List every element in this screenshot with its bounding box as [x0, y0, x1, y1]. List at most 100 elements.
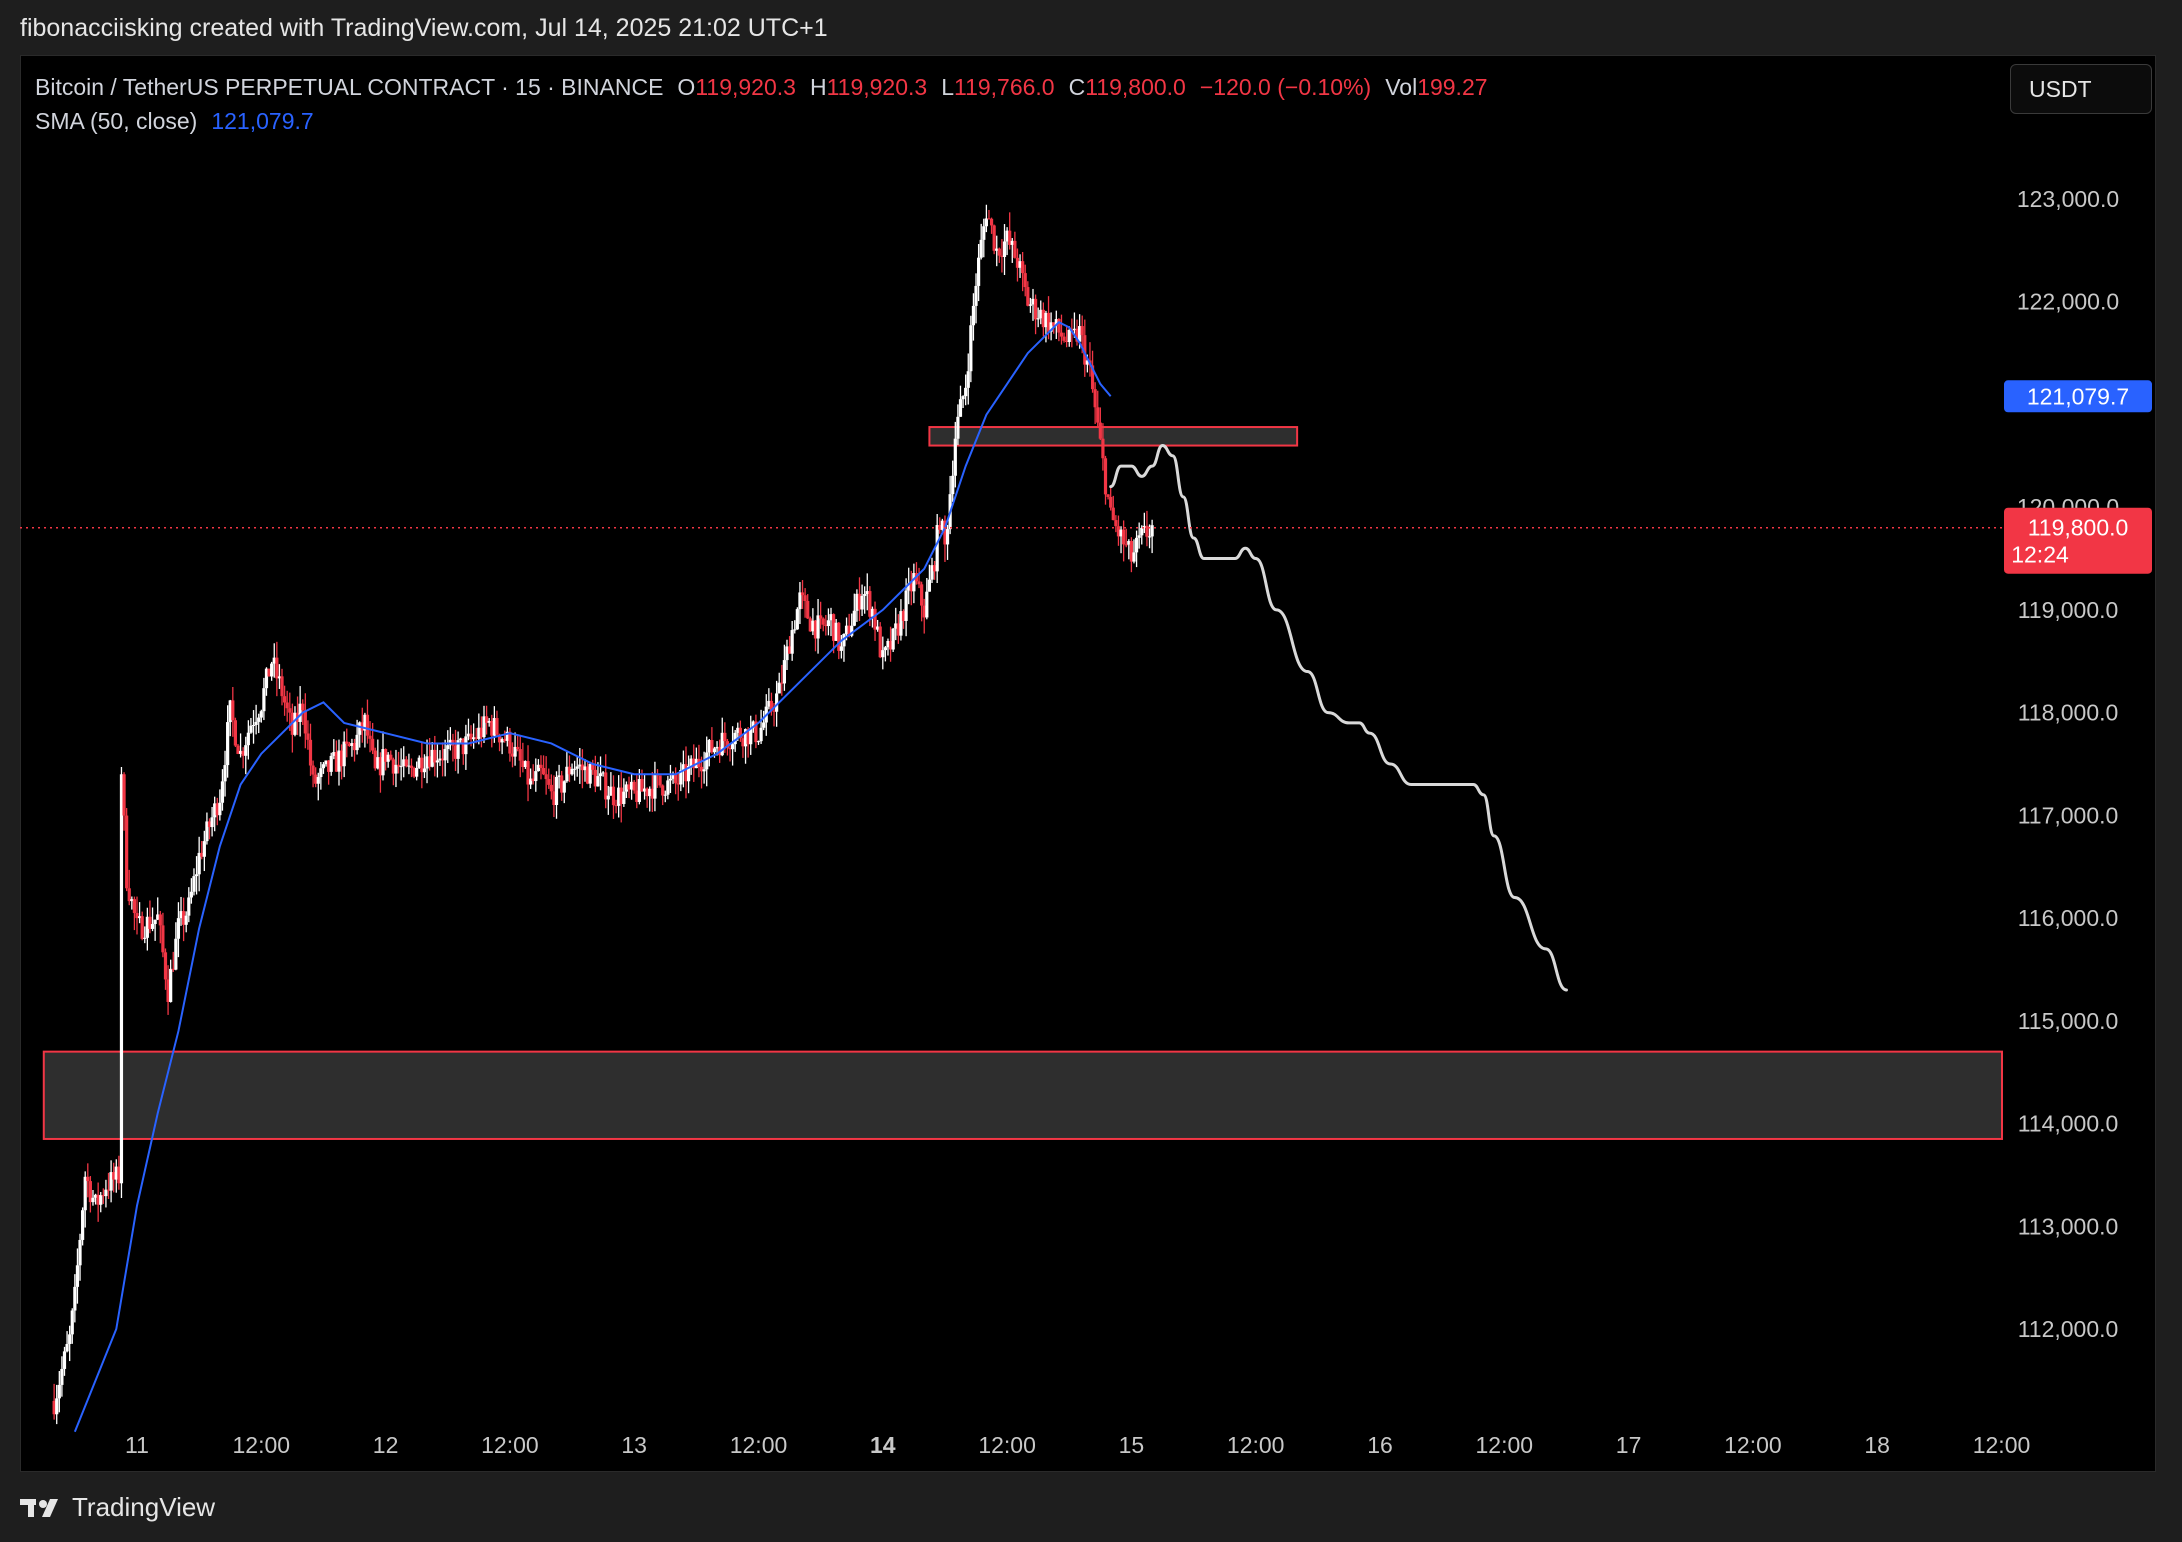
candle-body	[627, 784, 631, 790]
candle-body	[743, 729, 748, 747]
candle-body	[1046, 312, 1051, 332]
candle-body	[956, 416, 960, 439]
candle-body	[725, 741, 730, 749]
candle-body	[316, 777, 320, 784]
candle-body	[780, 682, 784, 684]
candle-body	[710, 740, 714, 753]
candle-body	[288, 708, 292, 713]
candle-body	[523, 761, 528, 768]
candle-body	[65, 1343, 69, 1352]
candle-body	[723, 732, 727, 742]
candle-body	[456, 740, 460, 759]
candle-body	[751, 721, 755, 729]
candle-body	[358, 722, 362, 735]
y-tick-label: 116,000.0	[2018, 905, 2119, 931]
candle-body	[1132, 552, 1136, 562]
candle-body	[953, 438, 957, 476]
current-price-tag	[2004, 507, 2152, 574]
candle-body	[166, 979, 170, 1002]
candle-body	[676, 783, 680, 785]
candle-body	[327, 760, 331, 772]
low-value: L119,766.0	[941, 74, 1055, 100]
candle-body	[503, 739, 507, 741]
candle-body	[630, 781, 634, 790]
candle-body	[692, 758, 696, 769]
candle-body	[1031, 298, 1035, 305]
candle-body	[847, 625, 851, 636]
x-tick-label: 12:00	[730, 1432, 788, 1458]
candle-body	[951, 475, 955, 495]
candle-body	[283, 696, 287, 703]
candle-body	[640, 779, 644, 792]
candle-body	[264, 668, 269, 689]
candle-body	[824, 624, 828, 627]
x-tick-label: 12:00	[233, 1432, 291, 1458]
candle-body	[378, 757, 383, 776]
tradingview-logo[interactable]: TradingView	[20, 1492, 215, 1523]
candle-body	[549, 784, 553, 792]
candle-body	[270, 663, 274, 677]
x-tick-label: 17	[1616, 1432, 1642, 1458]
open-value: O119,920.3	[677, 74, 796, 100]
candle-body	[257, 717, 261, 722]
candle-body	[642, 788, 647, 792]
candle-body	[384, 748, 388, 762]
candle-body	[226, 722, 230, 766]
candle-body	[715, 746, 719, 749]
candle-body	[1129, 541, 1133, 562]
candle-body	[1044, 312, 1048, 328]
candle-body	[350, 742, 354, 746]
candle-body	[756, 741, 761, 743]
candle-body	[870, 608, 875, 617]
candle-body	[412, 767, 416, 777]
chart-legend: Bitcoin / TetherUS PERPETUAL CONTRACT · …	[35, 70, 1488, 138]
candle-body	[275, 657, 279, 679]
candle-body	[1111, 507, 1115, 521]
currency-button[interactable]: USDT	[2010, 64, 2152, 114]
candle-body	[935, 525, 939, 572]
candle-body	[617, 787, 621, 806]
candle-body	[1072, 328, 1077, 331]
candle-body	[860, 595, 864, 610]
candle-body	[645, 788, 649, 797]
candle-body	[220, 781, 225, 803]
candle-body	[800, 592, 805, 596]
candle-body	[925, 591, 929, 618]
candle-body	[762, 722, 766, 728]
candle-body	[653, 774, 657, 799]
candle-body	[1023, 273, 1027, 288]
candle-body	[1062, 336, 1066, 341]
candle-body	[500, 739, 504, 743]
candle-body	[1078, 326, 1082, 342]
candle-body	[389, 754, 393, 760]
candle-body	[668, 778, 673, 781]
candle-body	[1124, 544, 1128, 546]
candle-body	[417, 757, 421, 768]
candle-body	[1119, 529, 1123, 537]
candle-body	[355, 734, 359, 751]
candle-body	[518, 749, 522, 761]
candle-body	[1096, 407, 1100, 423]
candle-body	[169, 968, 173, 1002]
candle-body	[1000, 255, 1004, 257]
candle-body	[508, 731, 512, 754]
symbol-title[interactable]: Bitcoin / TetherUS PERPETUAL CONTRACT · …	[35, 74, 664, 100]
candle-body	[298, 703, 302, 722]
candle-body	[163, 952, 168, 980]
candle-body	[969, 325, 973, 372]
candle-body	[197, 852, 201, 875]
candle-body	[119, 774, 124, 1184]
candle-body	[883, 647, 887, 651]
candle-body	[114, 1166, 118, 1180]
candle-body	[873, 608, 877, 630]
close-value: C119,800.0	[1068, 74, 1186, 100]
sma-row[interactable]: SMA (50, close) 121,079.7	[35, 104, 1488, 138]
candle-body	[391, 759, 395, 774]
candle-body	[233, 720, 238, 746]
x-tick-label: 12:00	[978, 1432, 1036, 1458]
candle-body	[927, 579, 932, 592]
candle-body	[438, 758, 442, 761]
candle-body	[1013, 240, 1017, 258]
candle-body	[736, 727, 740, 733]
